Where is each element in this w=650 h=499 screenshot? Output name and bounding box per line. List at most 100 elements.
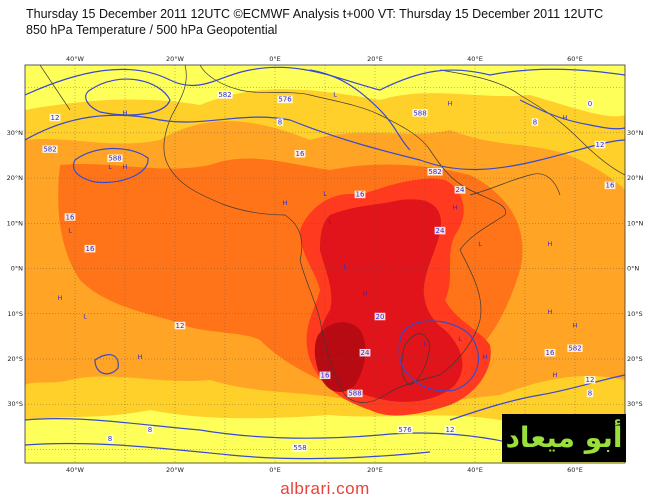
contour-label-bg [397, 425, 413, 434]
contour-label-bg [594, 140, 606, 149]
contour-label: 16 [606, 182, 615, 190]
high-pressure-mark: H [58, 294, 63, 302]
contour-label: 16 [321, 372, 330, 380]
contour-label-bg [84, 244, 96, 253]
contour-label: 8 [533, 118, 537, 126]
high-pressure-mark: H [573, 321, 578, 329]
contour-label-bg [412, 109, 428, 117]
contour-label: 582 [218, 91, 231, 99]
contour-label-bg [567, 344, 583, 352]
contour-label: 582 [428, 168, 441, 176]
high-pressure-mark: H [123, 163, 128, 171]
contour-label-bg [146, 425, 154, 434]
contour-label: 588 [348, 390, 361, 398]
lon-label-bottom: 40°W [66, 466, 85, 474]
lat-label-left: 20°S [7, 355, 23, 363]
high-pressure-mark: H [138, 353, 143, 361]
geopotential-contours [25, 66, 625, 460]
contour-label: 8 [588, 390, 592, 398]
contour-label-bg [586, 100, 594, 108]
contour-label: 582 [43, 145, 56, 153]
contour-label: 24 [456, 186, 465, 194]
high-pressure-mark: H [283, 199, 288, 207]
lat-label-right: 20°S [627, 355, 643, 363]
contour-label-bg [454, 186, 466, 194]
lat-label-right: 10°N [627, 219, 644, 227]
lon-label-bottom: 40°E [467, 466, 483, 474]
contour-label: 576 [398, 426, 412, 434]
axis-ticks: 40°W 40°W 20°W 20°W 0°E 0°E 20°E 20°E 40°E 40°E 60… [7, 55, 644, 474]
lat-label-right: 30°N [627, 129, 644, 137]
low-pressure-mark: L [83, 312, 87, 320]
contour-label-bg [294, 149, 306, 158]
contour-label-bg [531, 118, 539, 126]
lon-label-top: 40°E [467, 55, 483, 63]
high-pressure-mark: H [123, 109, 128, 117]
high-pressure-mark: H [483, 353, 488, 361]
contour-label: 24 [361, 349, 370, 357]
contour-label-bg [434, 226, 446, 235]
contour-label-bg [374, 312, 386, 321]
contour-label-bg [277, 95, 293, 104]
lon-label-bottom: 0°E [269, 466, 281, 474]
contour-label: 588 [413, 109, 426, 117]
contour-label-bg [444, 425, 456, 434]
lat-label-left: 30°N [7, 129, 24, 137]
contour-label-bg [292, 443, 308, 452]
contour-label: 0 [588, 100, 592, 108]
contour-label: 12 [586, 376, 595, 384]
contour-label: 16 [296, 150, 305, 158]
lon-label-top: 20°E [367, 55, 383, 63]
high-pressure-mark: H [553, 371, 558, 379]
low-pressure-mark: L [458, 335, 462, 343]
contour-label-bg [604, 181, 616, 190]
contour-label: 8 [148, 426, 152, 434]
lat-label-right: 10°S [627, 310, 643, 318]
site-footer-link[interactable]: albrari.com [280, 479, 370, 498]
high-pressure-mark: H [548, 240, 553, 248]
contour-label-bg [359, 348, 371, 357]
contour-label: 16 [66, 213, 75, 221]
lon-label-top: 40°W [66, 55, 85, 63]
lat-label-right: 20°N [627, 174, 644, 182]
lat-label-left: 10°S [7, 310, 23, 318]
lat-label-left: 0°N [11, 265, 23, 273]
contour-label: 16 [356, 191, 365, 199]
low-pressure-mark: L [343, 263, 347, 271]
lat-label-left: 30°S [7, 400, 23, 408]
lon-label-top: 0°E [269, 55, 281, 63]
contour-label: 8 [278, 118, 282, 126]
low-pressure-mark: L [333, 91, 337, 99]
contour-label: 20 [376, 313, 385, 321]
plot-frame [24, 64, 626, 464]
contour-label: 16 [546, 349, 555, 357]
contour-label-bg [107, 154, 123, 162]
lon-label-bottom: 20°E [367, 466, 383, 474]
contour-label-bg [354, 190, 366, 199]
contour-label-bg [217, 91, 233, 99]
contour-label: 576 [278, 96, 292, 104]
contour-label-bg [347, 389, 363, 398]
contour-label-bg [42, 145, 58, 153]
contour-label: 558 [293, 444, 306, 452]
contour-label-bg [49, 113, 61, 122]
lat-label-right: 30°S [627, 400, 643, 408]
contour-label: 12 [596, 141, 605, 149]
chart-title-line1: Thursday 15 December 2011 12UTC ©ECMWF A… [26, 7, 604, 21]
coastlines [39, 65, 625, 403]
contour-label: 12 [51, 114, 60, 122]
high-pressure-mark: H [448, 100, 453, 108]
lon-label-top: 20°W [166, 55, 185, 63]
high-pressure-mark: H [363, 290, 368, 298]
contour-label: 12 [176, 322, 185, 330]
lat-label-right: 0°N [627, 265, 639, 273]
contour-label: 588 [108, 154, 121, 162]
contour-label-bg [319, 371, 331, 380]
contour-label-bg [276, 118, 284, 126]
pressure-centers: H H L H L H L H L L H L H L H L H H H H L L H H [58, 91, 578, 379]
contour-label-bg [64, 213, 76, 221]
logo-text: أبو ميعاد [505, 421, 623, 454]
contour-label-bg [106, 434, 114, 443]
contour-label: 582 [568, 344, 581, 352]
